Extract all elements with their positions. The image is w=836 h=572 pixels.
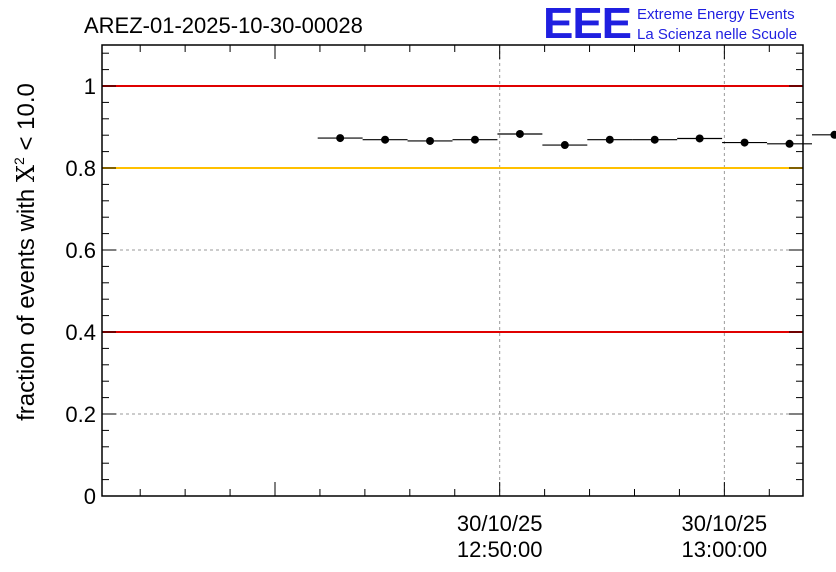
y-tick-label: 0.8 bbox=[65, 156, 96, 181]
brand-line-1: Extreme Energy Events bbox=[637, 6, 795, 23]
data-point bbox=[560, 141, 569, 150]
y-tick-label: 0.6 bbox=[65, 238, 96, 263]
y-axis-label: fraction of events with X2 < 10.0 bbox=[11, 83, 40, 421]
eee-logo: EEE bbox=[543, 0, 631, 48]
data-point bbox=[426, 136, 435, 145]
y-axis-label-prefix: fraction of events with bbox=[13, 182, 40, 421]
data-point bbox=[695, 134, 704, 143]
plot-frame bbox=[101, 44, 804, 497]
brand-line-2: La Scienza nelle Scuole bbox=[637, 26, 797, 43]
data-point bbox=[785, 139, 794, 148]
axis-ticks bbox=[102, 45, 803, 497]
data-series bbox=[317, 129, 836, 150]
eee-branding: EEE Extreme Energy Events La Scienza nel… bbox=[543, 0, 797, 48]
data-point bbox=[381, 135, 390, 144]
grid bbox=[102, 45, 803, 496]
data-point bbox=[515, 129, 524, 138]
data-point bbox=[830, 130, 836, 139]
y-tick-label: 0.4 bbox=[65, 320, 96, 345]
data-point bbox=[470, 135, 479, 144]
data-point bbox=[650, 135, 659, 144]
y-axis-label-exp: 2 bbox=[11, 157, 27, 165]
x-tick-label-date: 30/10/25 bbox=[457, 511, 543, 536]
y-tick-label: 0 bbox=[84, 484, 96, 509]
tick-labels: 00.20.40.60.8130/10/2512:50:0030/10/2513… bbox=[65, 74, 768, 562]
data-point bbox=[605, 135, 614, 144]
x-tick-label-date: 30/10/25 bbox=[682, 511, 768, 536]
y-axis-label-suffix: < 10.0 bbox=[13, 83, 40, 157]
x-tick-label-time: 12:50:00 bbox=[457, 537, 543, 562]
y-tick-label: 0.2 bbox=[65, 402, 96, 427]
data-point bbox=[336, 134, 345, 143]
y-tick-label: 1 bbox=[84, 74, 96, 99]
chart-title: AREZ-01-2025-10-30-00028 bbox=[84, 13, 363, 38]
reference-lines bbox=[102, 85, 803, 333]
x-tick-label-time: 13:00:00 bbox=[682, 537, 768, 562]
y-axis-label-symbol: X bbox=[12, 165, 40, 182]
data-point bbox=[740, 138, 749, 147]
